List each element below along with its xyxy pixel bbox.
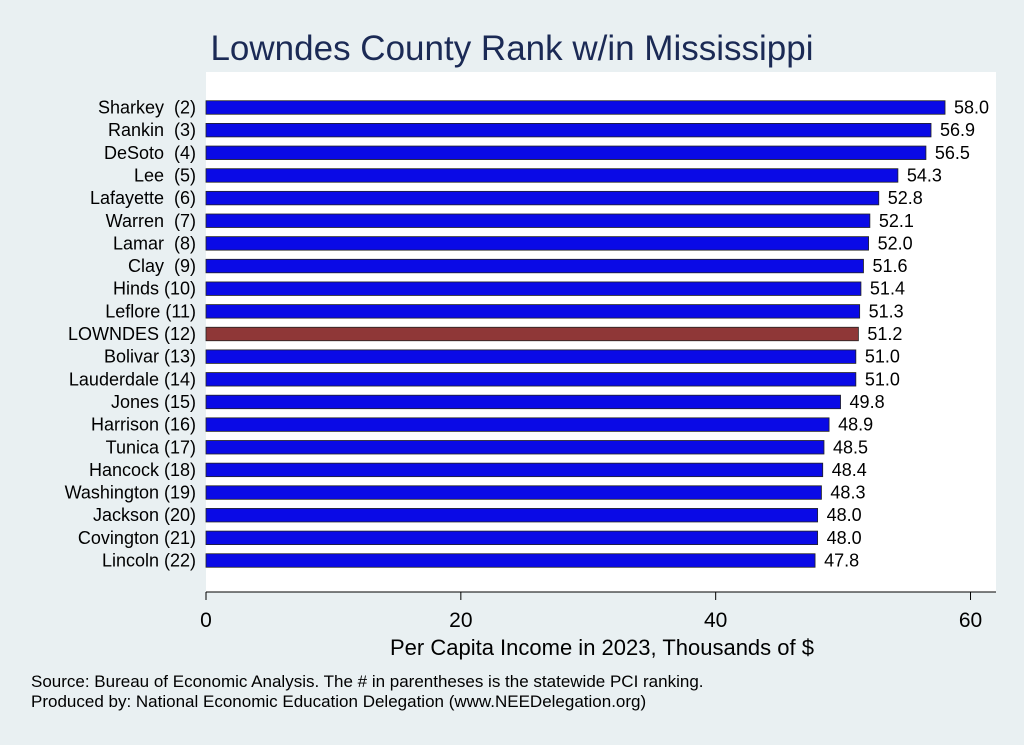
bar xyxy=(205,553,816,568)
value-label: 51.0 xyxy=(865,369,900,389)
bar xyxy=(205,372,857,387)
value-label: 54.3 xyxy=(907,165,942,185)
category-label: Hinds (10) xyxy=(113,279,196,299)
category-label: Jackson (20) xyxy=(93,505,196,525)
chart-title: Lowndes County Rank w/in Mississippi xyxy=(210,29,813,68)
bar xyxy=(205,462,824,478)
bar xyxy=(205,304,861,319)
category-label: Sharkey (2) xyxy=(98,98,196,118)
x-tick-label: 0 xyxy=(200,609,212,632)
bar xyxy=(205,190,880,206)
category-label: Lincoln (22) xyxy=(102,551,196,571)
value-label: 47.8 xyxy=(824,551,859,571)
bar xyxy=(205,123,932,138)
bar xyxy=(205,417,830,432)
value-label: 52.1 xyxy=(879,211,914,231)
value-label: 51.4 xyxy=(870,279,905,299)
category-label: Washington (19) xyxy=(65,483,196,503)
bar xyxy=(205,485,822,500)
category-label: Tunica (17) xyxy=(106,437,196,457)
produced-by-note: Produced by: National Economic Education… xyxy=(31,692,647,711)
bar xyxy=(205,394,841,410)
category-label: Covington (21) xyxy=(78,528,196,548)
category-label: Lafayette (6) xyxy=(90,188,196,208)
category-label: Harrison (16) xyxy=(91,415,196,435)
bar xyxy=(205,349,857,364)
category-label: Rankin (3) xyxy=(108,120,196,140)
bar-highlight xyxy=(205,326,859,342)
x-axis-title: Per Capita Income in 2023, Thousands of … xyxy=(390,635,814,660)
value-label: 48.5 xyxy=(833,437,868,457)
value-label: 48.3 xyxy=(830,483,865,503)
category-label: Hancock (18) xyxy=(89,460,196,480)
value-label: 51.0 xyxy=(865,347,900,367)
bar xyxy=(205,508,819,523)
bars-group: Sharkey (2) 58.0 Rankin (3) 56.9 DeSoto (4) 5… xyxy=(65,98,989,571)
value-label: 49.8 xyxy=(850,392,885,412)
value-label: 48.4 xyxy=(832,460,867,480)
category-label: Jones (15) xyxy=(111,392,196,412)
category-label: Bolivar (13) xyxy=(104,347,196,367)
value-label: 52.8 xyxy=(888,188,923,208)
category-label: LOWNDES (12) xyxy=(68,324,196,344)
value-label: 51.6 xyxy=(872,256,907,276)
value-label: 56.9 xyxy=(940,120,975,140)
bar xyxy=(205,236,869,251)
bar xyxy=(205,213,871,228)
value-label: 51.3 xyxy=(869,301,904,321)
value-label: 48.0 xyxy=(827,505,862,525)
category-label: Lauderdale (14) xyxy=(69,369,196,389)
value-label: 48.9 xyxy=(838,415,873,435)
category-label: Lee (5) xyxy=(134,165,196,185)
category-label: DeSoto (4) xyxy=(104,143,196,163)
bar xyxy=(205,168,899,183)
source-note: Source: Bureau of Economic Analysis. The… xyxy=(31,672,704,691)
bar xyxy=(205,530,819,545)
category-label: Warren (7) xyxy=(106,211,196,231)
value-label: 51.2 xyxy=(867,324,902,344)
x-tick-label: 60 xyxy=(959,609,982,632)
bar xyxy=(205,100,946,115)
category-label: Lamar (8) xyxy=(113,233,196,253)
value-label: 58.0 xyxy=(954,98,989,118)
value-label: 52.0 xyxy=(878,233,913,253)
value-label: 48.0 xyxy=(827,528,862,548)
x-tick-label: 40 xyxy=(704,609,727,632)
bar xyxy=(205,145,927,160)
value-label: 56.5 xyxy=(935,143,970,163)
x-axis-ticks: 0 20 40 60 xyxy=(200,592,982,632)
bar xyxy=(205,258,864,274)
bar xyxy=(205,281,862,296)
x-tick-label: 20 xyxy=(449,609,472,632)
category-label: Clay (9) xyxy=(128,256,196,276)
category-label: Leflore (11) xyxy=(105,301,196,321)
bar xyxy=(205,440,825,455)
